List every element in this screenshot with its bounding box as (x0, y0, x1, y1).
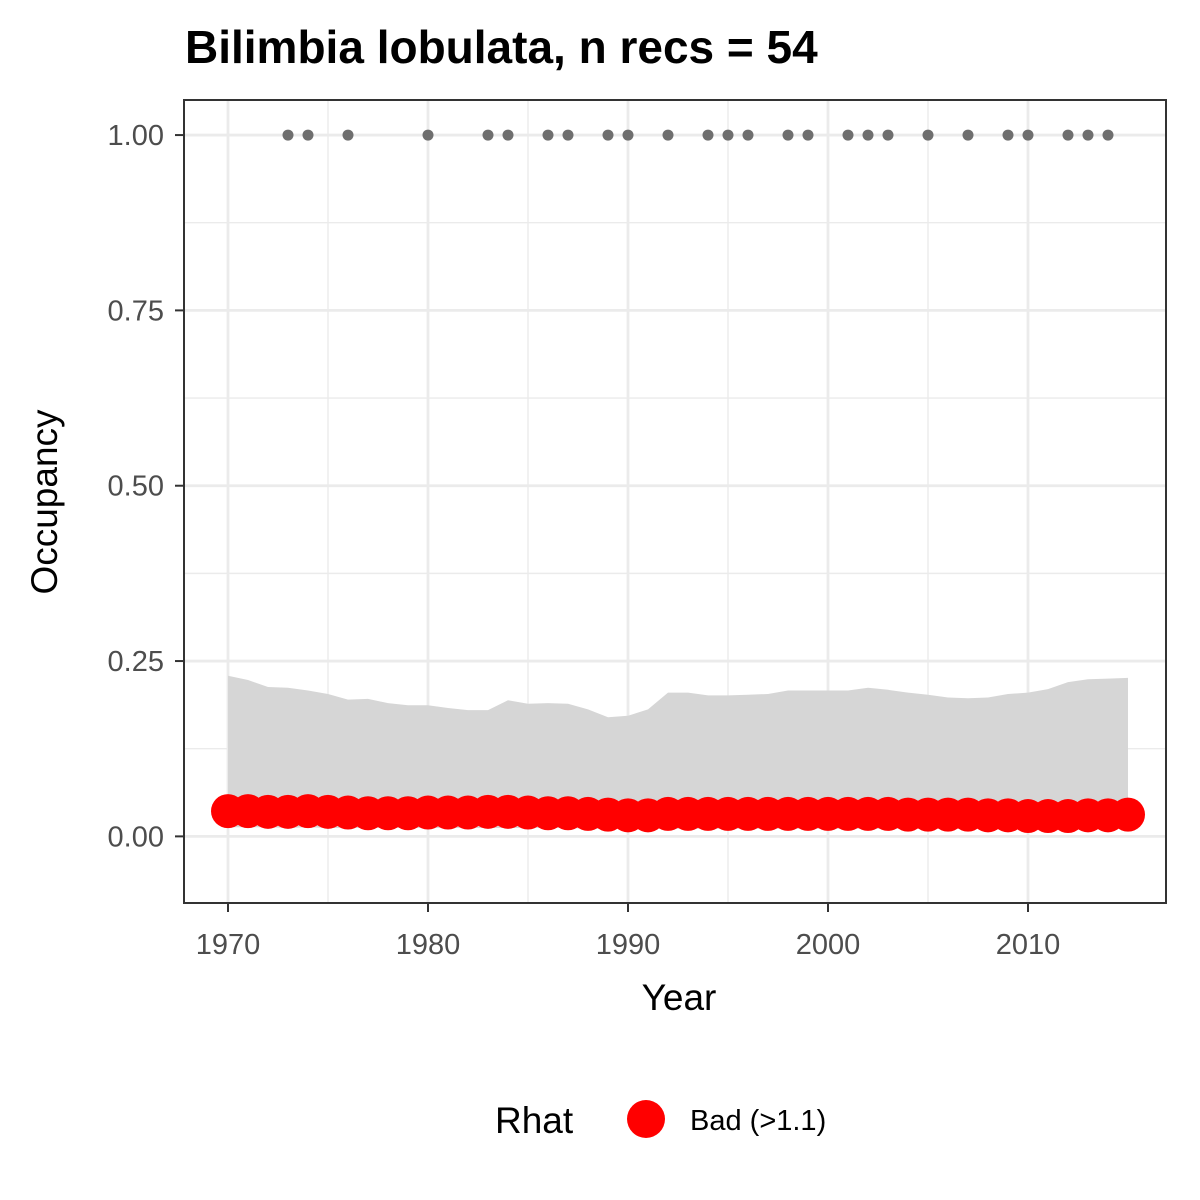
record-points-layer (282, 129, 1114, 141)
plot-border (183, 99, 1167, 904)
record-point (562, 129, 574, 141)
x-axis: 1970 1980 1990 2000 2010 (196, 903, 1061, 961)
record-point (542, 129, 554, 141)
x-tick-label: 2010 (996, 929, 1061, 961)
y-axis: 0.00 0.25 0.50 0.75 1.00 (108, 120, 184, 853)
confidence-ribbon (228, 675, 1128, 829)
record-point (342, 129, 354, 141)
record-point (422, 129, 434, 141)
record-point (282, 129, 294, 141)
record-point (662, 129, 674, 141)
occupancy-point (1111, 797, 1145, 832)
record-point (962, 129, 974, 141)
chart-title: Bilimbia lobulata, n recs = 54 (185, 21, 818, 73)
record-point (882, 129, 894, 141)
record-point (842, 129, 854, 141)
confidence-ribbon-layer (228, 675, 1128, 829)
y-tick-label: 0.25 (108, 646, 164, 678)
legend-title: Rhat (495, 1100, 574, 1141)
record-point (1002, 129, 1014, 141)
occupancy-points-layer (211, 794, 1145, 834)
record-point (1022, 129, 1034, 141)
y-tick-label: 0.00 (108, 821, 164, 853)
x-tick-label: 1970 (196, 929, 261, 961)
legend: Rhat Bad (>1.1) (495, 1100, 826, 1141)
record-point (622, 129, 634, 141)
record-point (1062, 129, 1074, 141)
x-axis-title: Year (642, 977, 717, 1018)
record-point (702, 129, 714, 141)
x-tick-label: 2000 (796, 929, 861, 961)
record-point (782, 129, 794, 141)
y-tick-label: 1.00 (108, 120, 164, 152)
y-tick-label: 0.50 (108, 471, 164, 503)
record-point (1082, 129, 1094, 141)
record-point (862, 129, 874, 141)
record-point (302, 129, 314, 141)
record-point (602, 129, 614, 141)
x-tick-label: 1980 (396, 929, 461, 961)
legend-swatch-bad (627, 1100, 665, 1138)
y-axis-title: Occupancy (24, 409, 65, 595)
record-point (922, 129, 934, 141)
record-point (722, 129, 734, 141)
record-point (742, 129, 754, 141)
y-tick-label: 0.75 (108, 295, 164, 327)
legend-label-bad: Bad (>1.1) (690, 1105, 826, 1137)
record-point (1102, 129, 1114, 141)
x-tick-label: 1990 (596, 929, 661, 961)
record-point (502, 129, 514, 141)
record-point (482, 129, 494, 141)
record-point (802, 129, 814, 141)
